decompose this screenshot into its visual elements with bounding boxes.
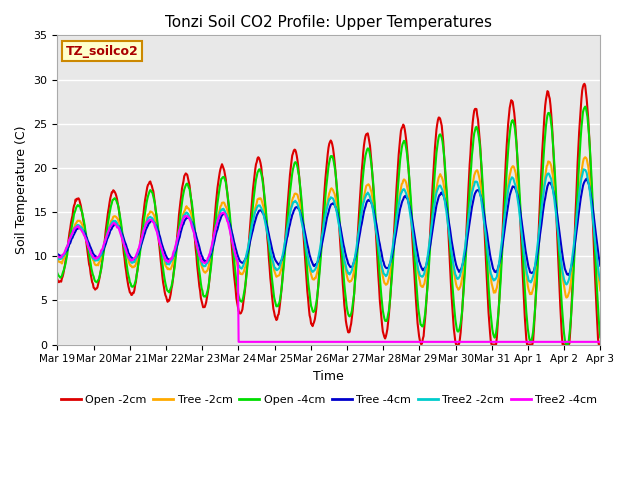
Tree2 -4cm [119, 239, 127, 245]
Tree2 -4cm [235, 339, 243, 345]
Line: Tree2 -2cm: Tree2 -2cm [58, 169, 600, 285]
Tree -4cm [596, 263, 604, 269]
Open -4cm [119, 236, 127, 241]
Open -2cm [203, 295, 211, 300]
Tree -2cm [63, 247, 71, 253]
Open -2cm [580, 81, 588, 87]
Tree2 -4cm [203, 258, 211, 264]
Tree2 -2cm [411, 243, 419, 249]
Line: Tree -2cm: Tree -2cm [58, 157, 600, 298]
Tree2 -4cm [396, 339, 404, 345]
Tree2 -2cm [203, 261, 211, 266]
Tree -4cm [119, 233, 127, 239]
Open -4cm [395, 174, 403, 180]
Open -4cm [411, 255, 419, 261]
Tree -2cm [203, 268, 211, 274]
Tree2 -4cm [220, 209, 227, 215]
Tree -4cm [54, 251, 61, 257]
Tree -2cm [596, 288, 604, 293]
Tree2 -4cm [174, 233, 182, 239]
Tree -4cm [174, 239, 182, 244]
Open -2cm [417, 342, 425, 348]
Tree -2cm [411, 242, 419, 248]
Tree2 -2cm [174, 233, 182, 239]
Line: Tree -4cm: Tree -4cm [58, 179, 600, 275]
Line: Open -2cm: Open -2cm [58, 84, 600, 345]
Title: Tonzi Soil CO2 Profile: Upper Temperatures: Tonzi Soil CO2 Profile: Upper Temperatur… [165, 15, 492, 30]
Tree -2cm [119, 235, 127, 240]
Tree2 -4cm [54, 253, 61, 259]
Tree2 -4cm [596, 339, 604, 345]
Tree -4cm [411, 232, 419, 238]
Tree -2cm [54, 257, 61, 263]
Tree2 -2cm [580, 167, 588, 172]
Open -2cm [395, 152, 403, 157]
Open -4cm [596, 335, 604, 340]
Open -4cm [63, 252, 71, 257]
Tree -2cm [174, 235, 182, 241]
Legend: Open -2cm, Tree -2cm, Open -4cm, Tree -4cm, Tree2 -2cm, Tree2 -4cm: Open -2cm, Tree -2cm, Open -4cm, Tree -4… [56, 390, 602, 409]
Tree2 -2cm [395, 202, 403, 208]
Tree -4cm [203, 258, 211, 264]
Tree2 -2cm [596, 277, 604, 283]
Open -2cm [54, 276, 61, 282]
Open -4cm [174, 231, 182, 237]
Text: TZ_soilco2: TZ_soilco2 [65, 45, 138, 58]
Tree2 -4cm [412, 339, 420, 345]
Line: Open -4cm: Open -4cm [58, 107, 600, 345]
Open -2cm [596, 342, 604, 348]
Tree2 -2cm [63, 243, 71, 249]
Open -4cm [54, 270, 61, 276]
Tree -4cm [583, 176, 591, 181]
Open -2cm [119, 243, 127, 249]
Line: Tree2 -4cm: Tree2 -4cm [58, 212, 600, 342]
Tree -2cm [581, 155, 589, 160]
Tree2 -2cm [119, 238, 127, 244]
Tree2 -2cm [563, 282, 570, 288]
Open -4cm [203, 290, 211, 296]
Tree -2cm [563, 295, 570, 300]
Open -2cm [63, 247, 71, 253]
Y-axis label: Soil Temperature (C): Soil Temperature (C) [15, 126, 28, 254]
Tree2 -2cm [54, 255, 61, 261]
Tree -2cm [395, 200, 403, 206]
Open -2cm [174, 222, 182, 228]
Open -4cm [563, 342, 570, 348]
Open -4cm [581, 104, 589, 109]
Tree -4cm [564, 272, 572, 278]
Tree -4cm [395, 215, 403, 220]
Tree2 -4cm [63, 244, 71, 250]
Tree -4cm [63, 247, 71, 253]
X-axis label: Time: Time [314, 370, 344, 383]
Open -2cm [411, 276, 419, 281]
